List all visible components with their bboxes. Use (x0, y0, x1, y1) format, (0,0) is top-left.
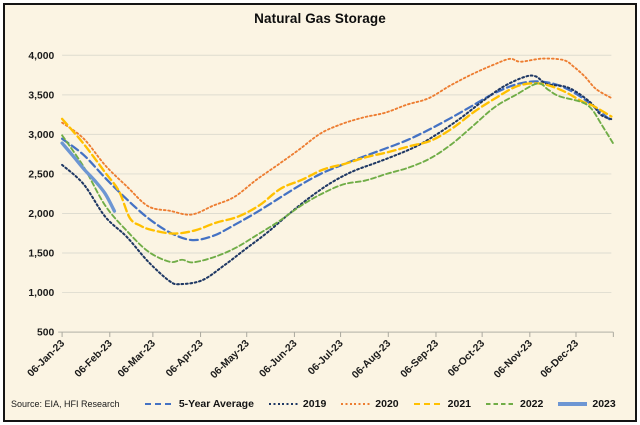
x-axis-tick-label: 06-May-23 (209, 338, 252, 381)
y-axis-tick-label: 500 (37, 328, 55, 339)
x-axis-tick-label: 06-Oct-23 (446, 338, 487, 379)
legend-item-5-year-average: 5-Year Average (144, 398, 254, 410)
x-axis-tick-label: 06-Jan-23 (26, 338, 68, 379)
legend-row: Source: EIA, HFI Research 5-Year Average… (11, 395, 631, 413)
legend-item-2019: 2019 (268, 398, 327, 410)
x-axis-tick-label: 06-Mar-23 (116, 338, 158, 380)
legend-line-sample (268, 402, 298, 406)
series-line-2020 (61, 57, 613, 216)
x-axis-tick-label: 06-Apr-23 (164, 338, 206, 379)
legend-label: 2022 (520, 398, 544, 410)
x-axis-tick-label: 06-Nov-23 (492, 338, 535, 381)
series-line-2022 (61, 82, 614, 264)
series-line-5-year-average (60, 80, 613, 242)
chart-frame: Natural Gas Storage 500 1,000 1,500 2,000 2,… (3, 3, 637, 422)
series-line-2021 (60, 82, 613, 235)
legend-line-sample (486, 402, 515, 406)
x-axis-tick-label: 06-Jul-23 (306, 338, 346, 377)
series-line-2019 (61, 74, 613, 286)
legend-label: 2019 (302, 398, 327, 410)
legend-line-sample (341, 402, 371, 406)
y-axis-tick-label: 1,500 (28, 249, 54, 260)
series-line-2023 (60, 141, 117, 213)
legend-item-2020: 2020 (341, 398, 399, 410)
y-axis-tick-label: 4,000 (28, 51, 54, 62)
x-axis-tick-label: 06-Feb-23 (73, 338, 115, 380)
legend-label: 2020 (375, 398, 399, 410)
legend-line-sample (558, 402, 588, 406)
chart-title: Natural Gas Storage (254, 11, 386, 26)
legend-item-2022: 2022 (486, 398, 543, 410)
chart-plot-area: 500 1,000 1,500 2,000 2,500 3,000 3,500 4,000 06… (26, 51, 614, 381)
y-axis-tick-label: 3,000 (28, 130, 54, 141)
y-axis-tick-label: 1,000 (28, 288, 54, 299)
x-axis-tick-label: 06-Sep-23 (399, 338, 441, 380)
y-axis-tick-label: 3,500 (28, 90, 54, 101)
source-note: Source: EIA, HFI Research (11, 399, 120, 409)
legend-item-2023: 2023 (558, 398, 616, 410)
x-axis-tick-label: 06-Jun-23 (258, 338, 300, 380)
x-axis-tick-label: 06-Dec-23 (539, 338, 581, 380)
x-axis-tick-label: 06-Aug-23 (350, 338, 393, 381)
legend-label: 2021 (447, 398, 471, 410)
y-axis-tick-label: 2,000 (28, 209, 54, 220)
legend-line-sample (144, 402, 174, 406)
y-axis-tick-label: 2,500 (28, 169, 54, 180)
chart-legend: 5-Year Average 2019 2020 2021 2022 2023 (130, 398, 631, 410)
legend-line-sample (413, 402, 443, 406)
legend-label: 2023 (592, 398, 616, 410)
legend-item-2021: 2021 (413, 398, 471, 410)
legend-label: 5-Year Average (178, 398, 254, 410)
